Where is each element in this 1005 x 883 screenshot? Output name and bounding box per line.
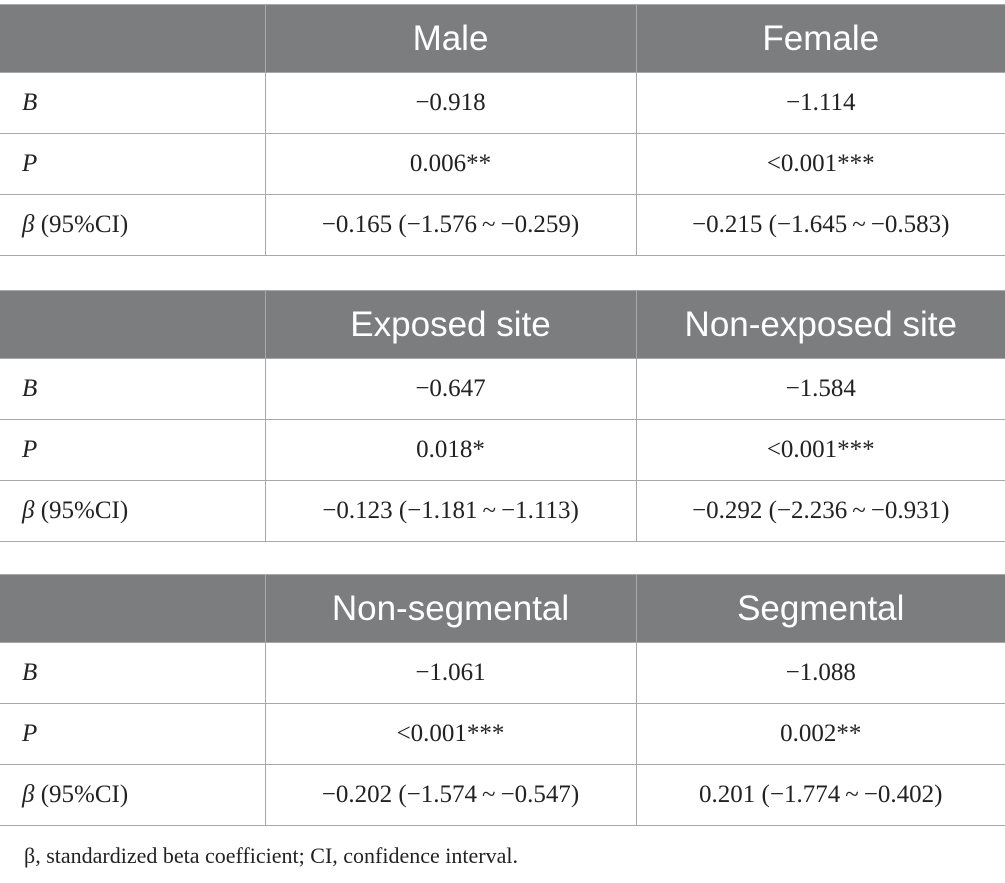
table-row: β (95%CI) −0.202 (−1.574 ~ −0.547) 0.201…	[0, 764, 1005, 826]
row-label-symbol: B	[22, 659, 38, 686]
table-cell: −0.123 (−1.181 ~ −1.113)	[264, 480, 637, 542]
table-cell: −1.584	[635, 358, 1005, 420]
header-non-segmental: Non-segmental	[264, 574, 637, 643]
table-footnote: β, standardized beta coefficient; CI, co…	[24, 843, 518, 868]
row-label: β (95%CI)	[0, 194, 266, 256]
table-cell: −0.647	[264, 358, 637, 420]
table-row: P <0.001*** 0.002**	[0, 703, 1005, 765]
header-male: Male	[264, 4, 637, 73]
row-label-symbol: P	[22, 150, 38, 177]
table-cell: 0.201 (−1.774 ~ −0.402)	[635, 764, 1005, 826]
row-label-symbol: P	[22, 720, 38, 747]
results-table: Non-segmental Segmental B −1.061 −1.088 …	[0, 574, 1005, 826]
table-cell: <0.001***	[635, 133, 1005, 195]
table-cell: −1.061	[264, 642, 637, 704]
table-site: Exposed site Non-exposed site B −0.647 −…	[0, 290, 1005, 542]
row-label-suffix: (95%CI)	[34, 211, 129, 238]
table-cell: −0.292 (−2.236 ~ −0.931)	[635, 480, 1005, 542]
table-cell: 0.006**	[264, 133, 637, 195]
results-table: Exposed site Non-exposed site B −0.647 −…	[0, 290, 1005, 542]
row-label-symbol: P	[22, 436, 38, 463]
row-label-symbol: β	[22, 211, 35, 238]
header-exposed-site: Exposed site	[264, 290, 637, 359]
table-cell: −0.202 (−1.574 ~ −0.547)	[264, 764, 637, 826]
row-label: B	[0, 358, 266, 420]
header-corner	[0, 4, 266, 73]
table-row: β (95%CI) −0.123 (−1.181 ~ −1.113) −0.29…	[0, 480, 1005, 542]
table-cell: 0.018*	[264, 419, 637, 481]
row-label-symbol: B	[22, 89, 38, 116]
table-cell: 0.002**	[635, 703, 1005, 765]
row-label: P	[0, 133, 266, 195]
table-cell: −0.215 (−1.645 ~ −0.583)	[635, 194, 1005, 256]
header-female: Female	[635, 4, 1005, 73]
table-cell: −0.165 (−1.576 ~ −0.259)	[264, 194, 637, 256]
table-row: B −1.061 −1.088	[0, 642, 1005, 704]
header-corner	[0, 574, 266, 643]
header-row: Male Female	[0, 4, 1005, 73]
header-non-exposed-site: Non-exposed site	[635, 290, 1005, 359]
results-table: Male Female B −0.918 −1.114 P 0.006** <0…	[0, 4, 1005, 256]
table-cell: <0.001***	[635, 419, 1005, 481]
table-row: B −0.918 −1.114	[0, 72, 1005, 134]
row-label-symbol: B	[22, 375, 38, 402]
table-row: P 0.018* <0.001***	[0, 419, 1005, 481]
table-row: P 0.006** <0.001***	[0, 133, 1005, 195]
table-cell: −0.918	[264, 72, 637, 134]
row-label-suffix: (95%CI)	[34, 781, 129, 808]
header-row: Exposed site Non-exposed site	[0, 290, 1005, 359]
row-label-suffix: (95%CI)	[34, 497, 129, 524]
header-row: Non-segmental Segmental	[0, 574, 1005, 643]
table-cell: −1.114	[635, 72, 1005, 134]
table-cell: −1.088	[635, 642, 1005, 704]
table-row: β (95%CI) −0.165 (−1.576 ~ −0.259) −0.21…	[0, 194, 1005, 256]
table-sex: Male Female B −0.918 −1.114 P 0.006** <0…	[0, 4, 1005, 256]
row-label: B	[0, 72, 266, 134]
row-label: P	[0, 703, 266, 765]
row-label-symbol: β	[22, 781, 35, 808]
row-label: β (95%CI)	[0, 764, 266, 826]
table-cell: <0.001***	[264, 703, 637, 765]
row-label: β (95%CI)	[0, 480, 266, 542]
row-label: P	[0, 419, 266, 481]
table-row: B −0.647 −1.584	[0, 358, 1005, 420]
table-type: Non-segmental Segmental B −1.061 −1.088 …	[0, 574, 1005, 826]
header-corner	[0, 290, 266, 359]
row-label-symbol: β	[22, 497, 35, 524]
row-label: B	[0, 642, 266, 704]
header-segmental: Segmental	[635, 574, 1005, 643]
